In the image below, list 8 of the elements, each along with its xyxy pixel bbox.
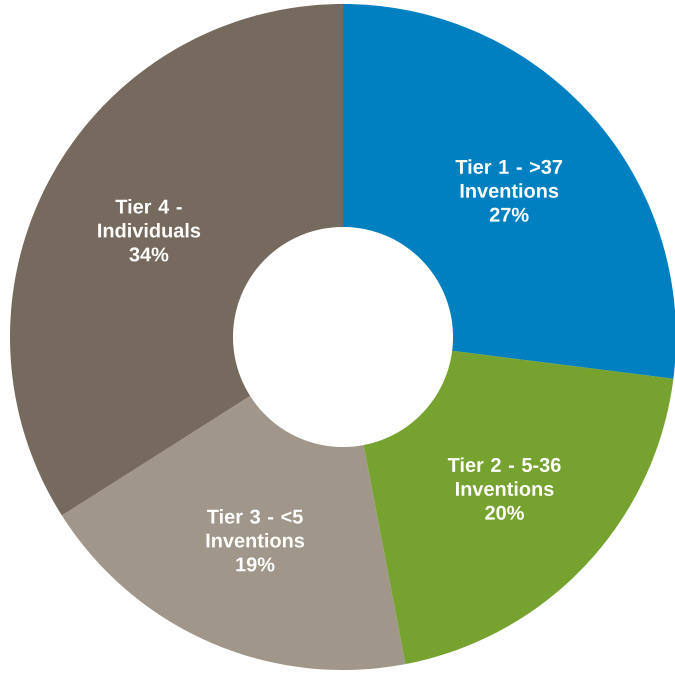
- data-label: 34%: [129, 247, 168, 262]
- slice-label: Tier 2 - 5-36 Inventions: [448, 457, 561, 496]
- slice-label: Tier 4 - Individuals: [98, 199, 200, 238]
- data-label: 27%: [490, 208, 529, 222]
- data-label: 20%: [485, 506, 524, 520]
- slice-label: Tier 3 - <5 Inventions: [206, 509, 304, 548]
- data-label: 19%: [236, 557, 274, 572]
- slice-label: Tier 1 - >37 Inventions: [456, 159, 562, 198]
